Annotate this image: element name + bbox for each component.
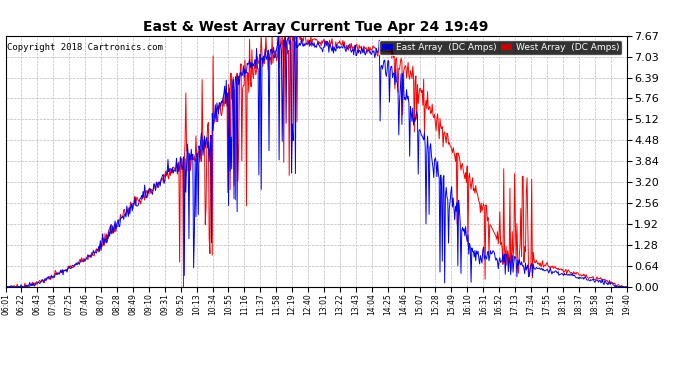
Legend: East Array  (DC Amps), West Array  (DC Amps): East Array (DC Amps), West Array (DC Amp…: [379, 40, 622, 54]
Text: Copyright 2018 Cartronics.com: Copyright 2018 Cartronics.com: [7, 43, 163, 52]
Title: East & West Array Current Tue Apr 24 19:49: East & West Array Current Tue Apr 24 19:…: [144, 21, 489, 34]
